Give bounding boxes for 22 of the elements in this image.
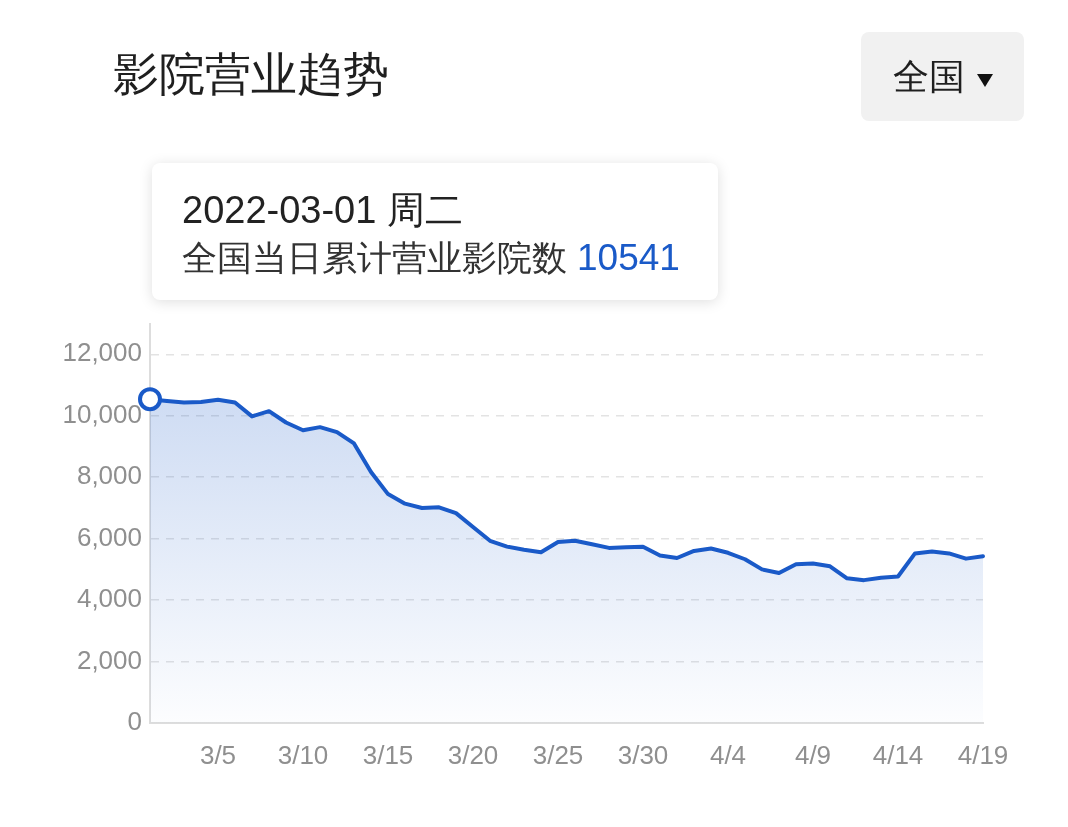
x-tick-label: 3/20 <box>447 739 499 770</box>
dropdown[interactable]: 全国 <box>861 32 1024 121</box>
y-tick-label: 10,000 <box>62 398 142 429</box>
y-tick-label: 2,000 <box>76 644 142 675</box>
text: 全国当日累计营业影院数 <box>182 238 567 277</box>
x-tick-label: 4/9 <box>794 739 832 770</box>
x-tick-label: 3/30 <box>617 739 669 770</box>
x-tick-label: 3/10 <box>277 739 329 770</box>
y-tick-label: 6,000 <box>76 521 142 552</box>
x-tick-label: 3/25 <box>532 739 584 770</box>
y-tick-label: 0 <box>127 706 142 737</box>
text: 10541 <box>577 237 680 278</box>
x-tick-label: 3/5 <box>199 739 237 770</box>
text: 2022-03-01 周二 <box>182 188 464 233</box>
chart-title: 影院营业趋势 <box>113 48 389 100</box>
x-tick-label: 4/14 <box>872 739 924 770</box>
y-tick-label: 12,000 <box>62 337 142 368</box>
x-tick-label: 4/4 <box>709 739 747 770</box>
y-tick-label: 8,000 <box>76 460 142 491</box>
x-tick-label: 3/15 <box>362 739 414 770</box>
y-tick-label: 4,000 <box>76 583 142 614</box>
x-tick-label: 4/19 <box>957 739 1009 770</box>
